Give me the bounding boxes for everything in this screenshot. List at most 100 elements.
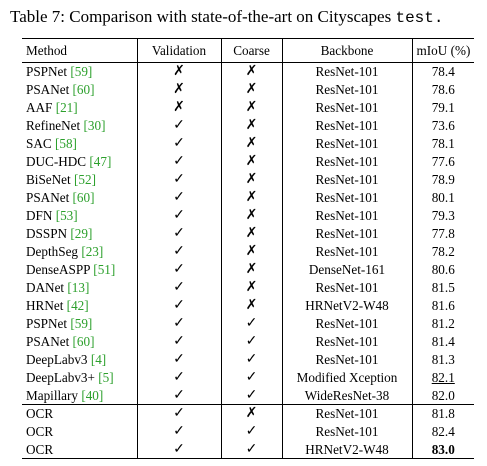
cell-coarse: ✗ bbox=[221, 134, 283, 153]
caption-code: test. bbox=[395, 9, 444, 27]
cell-method: DepthSeg [23] bbox=[22, 242, 138, 261]
citation-link[interactable]: [23] bbox=[81, 244, 104, 259]
cell-method: SAC [58] bbox=[22, 134, 138, 153]
table-caption: Table 7: Comparison with state-of-the-ar… bbox=[10, 6, 443, 29]
cell-miou: 82.0 bbox=[431, 387, 455, 403]
cell-coarse: ✗ bbox=[221, 296, 283, 315]
citation-link[interactable]: [60] bbox=[72, 334, 95, 349]
citation-link[interactable]: [58] bbox=[54, 136, 77, 151]
cell-method: BiSeNet [52] bbox=[22, 170, 138, 189]
cell-validation: ✓ bbox=[137, 206, 222, 225]
table-row: DepthSeg [23] ✓ ✗ ResNet-101 78.2 bbox=[22, 242, 474, 261]
cell-backbone: ResNet-101 bbox=[282, 242, 413, 261]
table-row: SAC [58] ✓ ✗ ResNet-101 78.1 bbox=[22, 134, 474, 153]
cell-validation: ✓ bbox=[137, 224, 222, 243]
cell-miou: 80.1 bbox=[431, 190, 455, 205]
citation-link[interactable]: [21] bbox=[55, 100, 78, 115]
table-row: OCR ✓ ✓ ResNet-101 82.4 bbox=[22, 422, 474, 441]
cell-backbone: ResNet-101 bbox=[282, 80, 413, 99]
cell-method: OCR bbox=[22, 422, 138, 441]
table-row: PSANet [60] ✓ ✗ ResNet-101 80.1 bbox=[22, 188, 474, 207]
method-name: OCR bbox=[26, 406, 54, 422]
method-name: DeepLabv3 bbox=[26, 352, 88, 367]
table-row: OCR ✓ ✗ ResNet-101 81.8 bbox=[22, 404, 474, 423]
method-name: PSANet bbox=[26, 82, 70, 97]
table-row: PSANet [60] ✗ ✗ ResNet-101 78.6 bbox=[22, 80, 474, 99]
citation-link[interactable]: [59] bbox=[70, 316, 93, 331]
citation-link[interactable]: [47] bbox=[89, 154, 112, 169]
cell-backbone: HRNetV2-W48 bbox=[282, 440, 413, 459]
method-name: DenseASPP bbox=[26, 262, 90, 277]
table-row: DSSPN [29] ✓ ✗ ResNet-101 77.8 bbox=[22, 224, 474, 243]
citation-link[interactable]: [52] bbox=[74, 172, 96, 187]
cell-method: HRNet [42] bbox=[22, 296, 138, 315]
cell-validation: ✓ bbox=[137, 116, 222, 135]
cell-method: DSSPN [29] bbox=[22, 224, 138, 243]
table-row: PSPNet [59] ✗ ✗ ResNet-101 78.4 bbox=[22, 62, 474, 81]
cell-validation: ✓ bbox=[137, 134, 222, 153]
table-row: DeepLabv3 [4] ✓ ✓ ResNet-101 81.3 bbox=[22, 350, 474, 369]
cell-validation: ✓ bbox=[137, 332, 222, 351]
cell-validation: ✓ bbox=[137, 152, 222, 171]
header-method: Method bbox=[22, 38, 138, 63]
header-validation: Validation bbox=[137, 38, 222, 63]
cell-coarse: ✗ bbox=[221, 62, 283, 81]
header-backbone: Backbone bbox=[282, 38, 413, 63]
cell-miou: 78.9 bbox=[431, 172, 455, 187]
citation-link[interactable]: [42] bbox=[66, 298, 89, 313]
cell-miou: 81.4 bbox=[431, 334, 455, 349]
citation-link[interactable]: [30] bbox=[83, 118, 106, 133]
cell-method: PSPNet [59] bbox=[22, 314, 138, 333]
method-name: DANet bbox=[26, 280, 65, 295]
cell-backbone: ResNet-101 bbox=[282, 278, 413, 297]
cell-validation: ✓ bbox=[137, 170, 222, 189]
cell-method: DFN [53] bbox=[22, 206, 138, 225]
citation-link[interactable]: [60] bbox=[72, 82, 95, 97]
cell-validation: ✓ bbox=[137, 296, 222, 315]
cell-coarse: ✓ bbox=[221, 350, 283, 369]
citation-link[interactable]: [13] bbox=[67, 280, 90, 295]
cell-validation: ✓ bbox=[137, 386, 222, 405]
cell-coarse: ✓ bbox=[221, 314, 283, 333]
cell-method: PSANet [60] bbox=[22, 332, 138, 351]
cell-coarse: ✓ bbox=[221, 386, 283, 405]
cell-backbone: ResNet-101 bbox=[282, 170, 413, 189]
cell-miou: 81.5 bbox=[431, 280, 455, 295]
cell-backbone: ResNet-101 bbox=[282, 206, 413, 225]
cell-coarse: ✗ bbox=[221, 206, 283, 225]
cell-method: PSPNet [59] bbox=[22, 62, 138, 81]
citation-link[interactable]: [29] bbox=[70, 226, 93, 241]
table-row: DenseASPP [51] ✓ ✗ DenseNet-161 80.6 bbox=[22, 260, 474, 279]
cell-validation: ✓ bbox=[137, 368, 222, 387]
method-name: PSPNet bbox=[26, 64, 68, 80]
cell-backbone: ResNet-101 bbox=[282, 404, 413, 423]
cell-miou: 82.1 bbox=[431, 370, 455, 385]
cell-miou: 80.6 bbox=[431, 262, 455, 277]
citation-link[interactable]: [40] bbox=[81, 387, 104, 403]
table-row: PSANet [60] ✓ ✓ ResNet-101 81.4 bbox=[22, 332, 474, 351]
cell-backbone: ResNet-101 bbox=[282, 350, 413, 369]
cell-miou: 73.6 bbox=[431, 118, 455, 133]
citation-link[interactable]: [5] bbox=[98, 370, 114, 385]
cell-coarse: ✗ bbox=[221, 404, 283, 423]
caption-prefix: Table 7: bbox=[10, 7, 65, 26]
table-row: HRNet [42] ✓ ✗ HRNetV2-W48 81.6 bbox=[22, 296, 474, 315]
header-miou: mIoU (%) bbox=[412, 38, 474, 63]
citation-link[interactable]: [59] bbox=[70, 64, 93, 80]
cell-miou: 78.2 bbox=[431, 244, 455, 259]
citation-link[interactable]: [51] bbox=[93, 262, 116, 277]
cell-backbone: ResNet-101 bbox=[282, 332, 413, 351]
cell-validation: ✗ bbox=[137, 80, 222, 99]
citation-link[interactable]: [4] bbox=[90, 352, 107, 367]
cell-coarse: ✓ bbox=[221, 440, 283, 459]
citation-link[interactable]: [53] bbox=[55, 208, 78, 223]
cell-validation: ✓ bbox=[137, 260, 222, 279]
cell-validation: ✓ bbox=[137, 242, 222, 261]
cell-method: DeepLabv3+ [5] bbox=[22, 368, 138, 387]
cell-backbone: ResNet-101 bbox=[282, 98, 413, 117]
caption-text: Comparison with state-of-the-art on City… bbox=[69, 7, 392, 26]
table-row: Mapillary [40] ✓ ✓ WideResNet-38 82.0 bbox=[22, 386, 474, 405]
table-row: DFN [53] ✓ ✗ ResNet-101 79.3 bbox=[22, 206, 474, 225]
citation-link[interactable]: [60] bbox=[72, 190, 95, 205]
cell-miou: 79.3 bbox=[431, 208, 455, 223]
